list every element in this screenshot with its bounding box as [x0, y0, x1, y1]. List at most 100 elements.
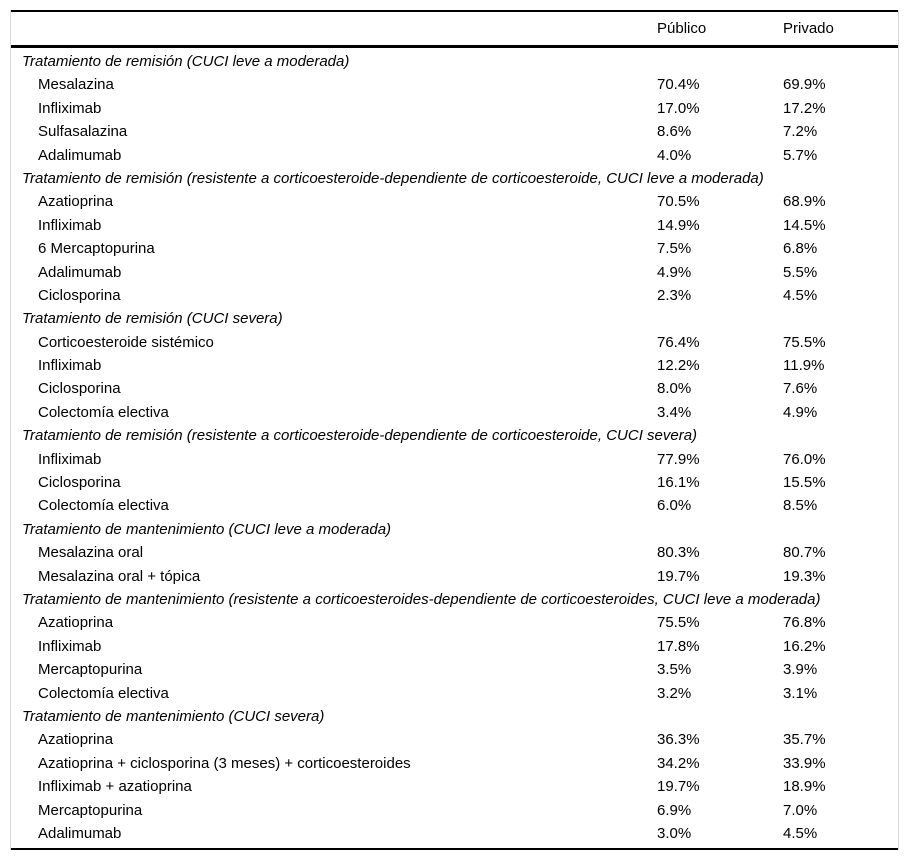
publico-value: 3.5% [657, 661, 692, 679]
treatment-label: Colectomía electiva [38, 497, 169, 515]
privado-value: 80.7% [783, 544, 826, 562]
table-row: Azatioprina 70.5% 68.9% [11, 190, 898, 213]
publico-value: 17.8% [657, 637, 700, 655]
table-row: Ciclosporina 16.1% 15.5% [11, 471, 898, 494]
privado-value: 15.5% [783, 474, 826, 492]
publico-value: 12.2% [657, 357, 700, 375]
table-row: Ciclosporina 8.0% 7.6% [11, 377, 898, 400]
table-row: Mercaptopurina 3.5% 3.9% [11, 658, 898, 681]
treatment-label: Ciclosporina [38, 286, 121, 304]
table-row: Adalimumab 3.0% 4.5% [11, 822, 898, 845]
treatment-label: Colectomía electiva [38, 403, 169, 421]
column-header-publico: Público [657, 20, 707, 37]
treatment-label: Azatioprina [38, 731, 114, 749]
table-row: Corticoesteroide sistémico 76.4% 75.5% [11, 331, 898, 354]
treatment-label: Infliximab + azatioprina [38, 778, 192, 796]
column-header-privado: Privado [783, 20, 834, 37]
table-row: Infliximab 17.0% 17.2% [11, 97, 898, 120]
publico-value: 75.5% [657, 614, 700, 632]
privado-value: 4.9% [783, 403, 818, 421]
section-header-row: Tratamiento de mantenimiento (CUCI sever… [11, 705, 898, 728]
publico-value: 70.5% [657, 193, 700, 211]
privado-value: 7.2% [783, 123, 818, 141]
privado-value: 4.5% [783, 824, 818, 842]
treatment-label: Ciclosporina [38, 474, 121, 492]
privado-value: 7.6% [783, 380, 818, 398]
section-title: Tratamiento de mantenimiento (CUCI leve … [22, 520, 392, 538]
privado-value: 7.0% [783, 801, 818, 819]
section-header-row: Tratamiento de remisión (resistente a co… [11, 424, 898, 447]
table-row: Ciclosporina 2.3% 4.5% [11, 284, 898, 307]
privado-value: 19.3% [783, 567, 826, 585]
treatment-label: Mesalazina oral [38, 544, 144, 562]
table-row: Azatioprina 75.5% 76.8% [11, 611, 898, 634]
publico-value: 17.0% [657, 99, 700, 117]
privado-value: 14.5% [783, 216, 826, 234]
privado-value: 76.8% [783, 614, 826, 632]
privado-value: 68.9% [783, 193, 826, 211]
table-row: Infliximab 12.2% 11.9% [11, 354, 898, 377]
privado-value: 3.9% [783, 661, 818, 679]
table-row: Adalimumab 4.9% 5.5% [11, 261, 898, 284]
table-row: Colectomía electiva 3.2% 3.1% [11, 682, 898, 705]
treatment-label: Azatioprina [38, 614, 114, 632]
publico-value: 4.9% [657, 263, 692, 281]
section-header-row: Tratamiento de mantenimiento (CUCI leve … [11, 518, 898, 541]
publico-value: 36.3% [657, 731, 700, 749]
treatment-label: Corticoesteroide sistémico [38, 333, 214, 351]
privado-value: 76.0% [783, 450, 826, 468]
privado-value: 16.2% [783, 637, 826, 655]
publico-value: 8.0% [657, 380, 692, 398]
section-title: Tratamiento de mantenimiento (CUCI sever… [22, 707, 325, 725]
section-title: Tratamiento de remisión (CUCI severa) [22, 310, 283, 328]
table-row: Azatioprina 36.3% 35.7% [11, 728, 898, 751]
privado-value: 75.5% [783, 333, 826, 351]
publico-value: 4.0% [657, 146, 692, 164]
publico-value: 80.3% [657, 544, 700, 562]
table-row: Adalimumab 4.0% 5.7% [11, 144, 898, 167]
publico-value: 6.0% [657, 497, 692, 515]
publico-value: 19.7% [657, 778, 700, 796]
section-title: Tratamiento de remisión (resistente a co… [22, 169, 764, 187]
publico-value: 19.7% [657, 567, 700, 585]
treatment-label: Adalimumab [38, 263, 122, 281]
treatment-label: Mesalazina oral + tópica [38, 567, 201, 585]
publico-value: 14.9% [657, 216, 700, 234]
table-row: Mesalazina oral + tópica 19.7% 19.3% [11, 565, 898, 588]
section-title: Tratamiento de remisión (CUCI leve a mod… [22, 53, 350, 70]
treatment-table: Público Privado Tratamiento de remisión … [10, 10, 899, 851]
treatment-label: Infliximab [38, 637, 102, 655]
treatment-label: Azatioprina + ciclosporina (3 meses) + c… [38, 754, 411, 772]
publico-value: 3.0% [657, 824, 692, 842]
table-row: Infliximab + azatioprina 19.7% 18.9% [11, 775, 898, 798]
publico-value: 16.1% [657, 474, 700, 492]
treatment-label: 6 Mercaptopurina [38, 240, 155, 258]
publico-value: 3.2% [657, 684, 692, 702]
treatment-label: Mercaptopurina [38, 801, 143, 819]
privado-value: 5.5% [783, 263, 818, 281]
table-row: Mesalazina 70.4% 69.9% [11, 73, 898, 96]
privado-value: 69.9% [783, 76, 826, 94]
section-header-row: Tratamiento de remisión (CUCI severa) [11, 307, 898, 330]
treatment-label: Mercaptopurina [38, 661, 143, 679]
privado-value: 33.9% [783, 754, 826, 772]
section-title: Tratamiento de remisión (resistente a co… [22, 427, 698, 445]
section-header-row: Tratamiento de remisión (resistente a co… [11, 167, 898, 190]
treatment-label: Colectomía electiva [38, 684, 169, 702]
table-row: Infliximab 77.9% 76.0% [11, 448, 898, 471]
section-header-row: Tratamiento de remisión (CUCI leve a mod… [11, 50, 898, 73]
table-row: 6 Mercaptopurina 7.5% 6.8% [11, 237, 898, 260]
privado-value: 11.9% [783, 357, 825, 375]
table-row: Sulfasalazina 8.6% 7.2% [11, 120, 898, 143]
privado-value: 18.9% [783, 778, 826, 796]
publico-value: 34.2% [657, 754, 700, 772]
table-header-row: Público Privado [11, 10, 898, 48]
privado-value: 35.7% [783, 731, 826, 749]
treatment-label: Infliximab [38, 357, 102, 375]
table-row: Azatioprina + ciclosporina (3 meses) + c… [11, 752, 898, 775]
table-row: Colectomía electiva 3.4% 4.9% [11, 401, 898, 424]
table-row: Infliximab 17.8% 16.2% [11, 635, 898, 658]
treatment-label: Adalimumab [38, 824, 122, 842]
privado-value: 4.5% [783, 286, 818, 304]
